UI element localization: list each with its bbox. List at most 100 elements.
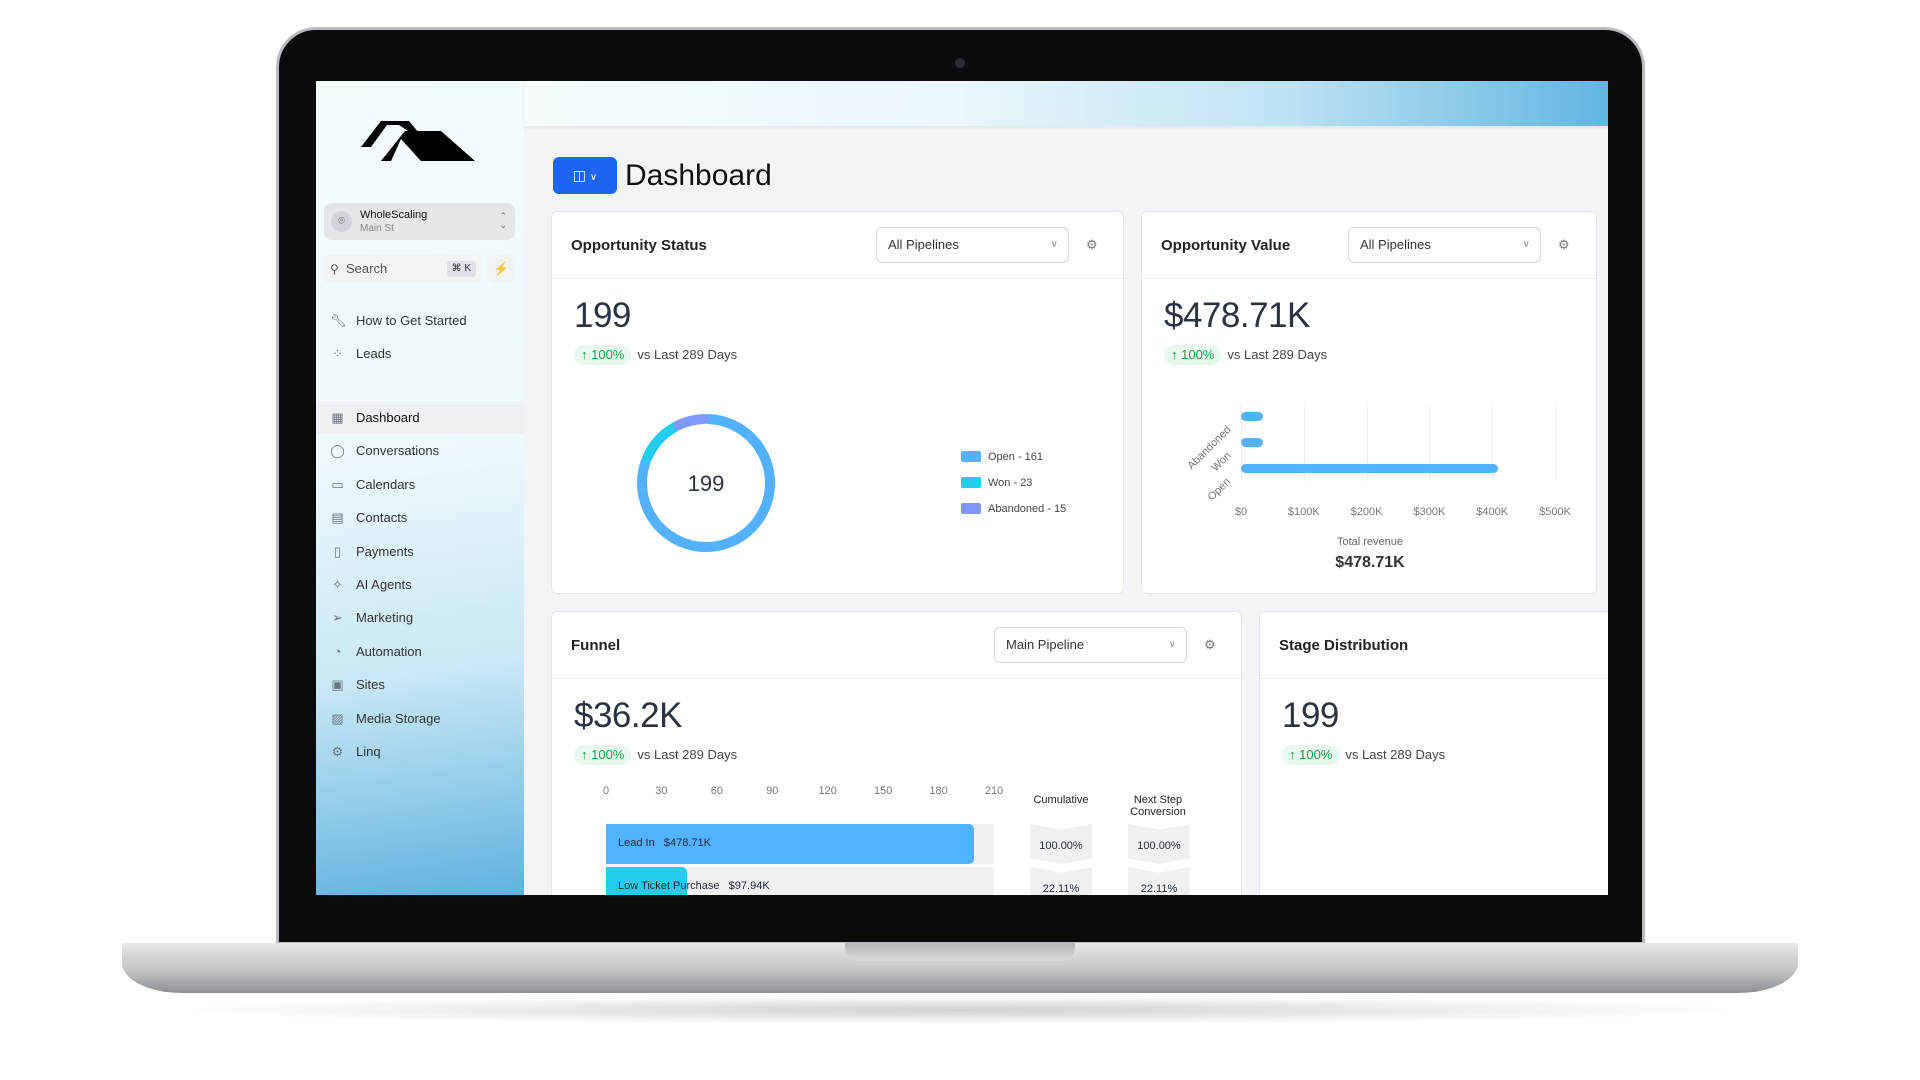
sidebar-item-label: Conversations: [356, 443, 440, 459]
sidebar-item-label: Payments: [356, 543, 414, 559]
search-placeholder: Search: [346, 261, 388, 276]
shortcut-badge: ⌘ K: [446, 261, 476, 277]
legend-swatch: [961, 451, 981, 462]
donut-slice-open[interactable]: [637, 414, 775, 552]
sidebar-item-leads[interactable]: ⁘ Leads: [316, 337, 524, 370]
wrench-icon: 🔧︎: [330, 313, 347, 328]
donut-chart: 199: [637, 414, 775, 552]
sidebar-item-label: Contacts: [356, 510, 408, 526]
x-tick-label: $100K: [1287, 506, 1320, 518]
account-switcher[interactable]: ⌾ WholeScaling Main St ⌃ ⌄: [324, 203, 515, 240]
y-category-label: Won: [1208, 449, 1234, 475]
metric-delta: ↑ 100% vs Last 289 Days: [1282, 745, 1445, 765]
filter-icon[interactable]: ⚙: [1558, 237, 1570, 252]
delta-badge: ↑ 100%: [574, 345, 632, 365]
funnel-stage-label: Lead In $478.71K: [618, 837, 711, 849]
sidebar-item-linq[interactable]: ⚙ Linq: [316, 735, 524, 768]
delta-badge: ↑ 100%: [1164, 345, 1222, 365]
sidebar-item-label: Calendars: [356, 476, 416, 492]
send-icon: ➢: [332, 610, 343, 626]
logo: [361, 121, 475, 161]
metric-delta: ↑ 100% vs Last 289 Days: [574, 745, 737, 765]
screen: ⌾ WholeScaling Main St ⌃ ⌄ ⚲ Search ⌘ K ⚡ 🔧…: [316, 81, 1608, 895]
sidebar-item-how-to-get-started[interactable]: 🔧︎ How to Get Started: [316, 304, 524, 337]
chat-icon: ◯: [330, 443, 345, 459]
dashboard-icon: ▦: [331, 410, 344, 425]
filter-icon[interactable]: ⚙: [1204, 637, 1216, 652]
sidebar-item-conversations[interactable]: ◯ Conversations: [316, 434, 524, 467]
sidebar-item-label: Dashboard: [356, 410, 420, 425]
filter-icon[interactable]: ⚙: [1086, 237, 1098, 252]
layout-icon: ◫: [572, 167, 586, 183]
donut-slice-won[interactable]: [642, 421, 681, 464]
laptop-shadow: [160, 995, 1760, 1025]
legend-item[interactable]: Won - 23: [961, 476, 1032, 490]
chevron-updown-icon: ⌃ ⌄: [499, 211, 507, 230]
legend-swatch: [961, 503, 981, 514]
funnel-bar[interactable]: [606, 824, 974, 864]
funnel-card: Funnel Main Pipeline ∨ ⚙ $36.2K ↑ 100% vs …: [551, 611, 1242, 895]
sidebar-item-label: Linq: [356, 744, 381, 759]
next-percent: 100.00%: [1128, 824, 1190, 864]
compare-text: vs Last 289 Days: [1345, 747, 1446, 762]
pipeline-select[interactable]: All Pipelines ∨: [876, 227, 1069, 263]
sidebar-item-sites[interactable]: ▣ Sites: [316, 668, 524, 701]
legend-item[interactable]: Open - 161: [961, 450, 1043, 464]
sidebar-item-calendars[interactable]: ▭ Calendars: [316, 468, 524, 501]
sidebar-item-contacts[interactable]: ▤ Contacts: [316, 501, 524, 534]
sidebar-item-label: AI Agents: [356, 577, 412, 592]
bar-open[interactable]: [1241, 464, 1498, 473]
gridline: [1429, 405, 1431, 481]
card-title: Stage Distribution: [1279, 637, 1409, 654]
stage-amount: $97.94K: [728, 880, 770, 892]
metric-delta: ↑ 100% vs Last 289 Days: [574, 345, 737, 365]
image-icon: ▨: [331, 710, 344, 726]
gears-icon: ⚙: [331, 744, 344, 759]
search-icon: ⚲: [330, 262, 339, 276]
sidebar-item-automation[interactable]: ◔ Automation: [316, 635, 524, 668]
dashboard-switcher-button[interactable]: ◫ ∨: [553, 157, 617, 194]
gridline: [1303, 405, 1305, 481]
cumulative-header: Cumulative: [1033, 794, 1089, 806]
sidebar-item-media-storage[interactable]: ▨ Media Storage: [316, 702, 524, 735]
select-value: All Pipelines: [888, 237, 959, 252]
funnel-bar[interactable]: [606, 867, 688, 895]
quick-action-bolt-icon[interactable]: ⚡: [488, 255, 515, 283]
page-title: Dashboard: [625, 159, 772, 192]
sidebar-item-ai-agents[interactable]: ✧ AI Agents: [316, 568, 524, 601]
legend-label: Open - 161: [988, 451, 1044, 463]
sidebar-item-marketing[interactable]: ➢ Marketing: [316, 601, 524, 634]
x-tick-label: 0: [602, 785, 610, 797]
card-title: Opportunity Value: [1161, 237, 1291, 254]
pipeline-select[interactable]: All Pipelines ∨: [1348, 227, 1541, 263]
legend-item[interactable]: Abandoned - 15: [961, 502, 1066, 516]
donut-center-label: 199: [688, 471, 725, 496]
bar-abandoned[interactable]: [1241, 412, 1263, 421]
sidebar-item-payments[interactable]: ▯ Payments: [316, 535, 524, 568]
search-input[interactable]: ⚲ Search ⌘ K: [324, 255, 482, 283]
sidebar-item-label: Marketing: [356, 610, 414, 626]
sidebar-item-label: Leads: [356, 346, 392, 361]
automation-icon: ◔: [333, 643, 342, 659]
compare-text: vs Last 289 Days: [637, 747, 738, 762]
x-tick-label: $500K: [1539, 506, 1571, 518]
sidebar-item-label: Media Storage: [356, 710, 441, 726]
x-tick-label: $200K: [1350, 506, 1383, 518]
metric-delta: ↑ 100% vs Last 289 Days: [1164, 345, 1327, 365]
compare-text: vs Last 289 Days: [637, 347, 738, 362]
funnel-stage-label: Low Ticket Purchase $97.94K: [618, 880, 770, 892]
x-tick-label: 210: [984, 785, 1004, 797]
sidebar: ⌾ WholeScaling Main St ⌃ ⌄ ⚲ Search ⌘ K ⚡ 🔧…: [316, 81, 524, 895]
x-tick-label: 90: [766, 785, 779, 797]
sidebar-item-dashboard[interactable]: ▦ Dashboard: [316, 401, 524, 434]
calendar-icon: ▭: [331, 476, 344, 492]
metric-value: $36.2K: [574, 696, 682, 735]
pipeline-select[interactable]: Main Pipeline ∨: [994, 627, 1187, 663]
account-name: WholeScaling: [360, 209, 428, 221]
gridline: [1366, 405, 1368, 481]
bar-won[interactable]: [1241, 438, 1263, 447]
payments-icon: ▯: [333, 543, 342, 559]
x-tick-label: $400K: [1476, 506, 1509, 518]
donut-slice-abandoned[interactable]: [673, 414, 710, 431]
gridline: [1492, 405, 1494, 481]
